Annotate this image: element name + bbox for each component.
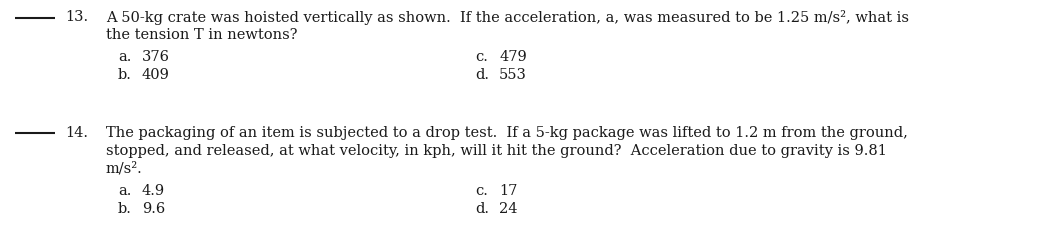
Text: d.: d. bbox=[475, 202, 489, 216]
Text: 409: 409 bbox=[142, 68, 170, 82]
Text: stopped, and released, at what velocity, in kph, will it hit the ground?  Accele: stopped, and released, at what velocity,… bbox=[106, 144, 887, 158]
Text: 479: 479 bbox=[499, 50, 527, 64]
Text: b.: b. bbox=[118, 202, 132, 216]
Text: A 50-kg crate was hoisted vertically as shown.  If the acceleration, a, was meas: A 50-kg crate was hoisted vertically as … bbox=[106, 10, 909, 25]
Text: d.: d. bbox=[475, 68, 489, 82]
Text: 14.: 14. bbox=[65, 126, 88, 140]
Text: c.: c. bbox=[475, 50, 488, 64]
Text: 9.6: 9.6 bbox=[142, 202, 166, 216]
Text: 376: 376 bbox=[142, 50, 170, 64]
Text: m/s².: m/s². bbox=[106, 162, 143, 176]
Text: a.: a. bbox=[118, 184, 131, 198]
Text: 24: 24 bbox=[499, 202, 518, 216]
Text: b.: b. bbox=[118, 68, 132, 82]
Text: a.: a. bbox=[118, 50, 131, 64]
Text: 553: 553 bbox=[499, 68, 527, 82]
Text: 17: 17 bbox=[499, 184, 518, 198]
Text: The packaging of an item is subjected to a drop test.  If a 5-kg package was lif: The packaging of an item is subjected to… bbox=[106, 126, 908, 140]
Text: 4.9: 4.9 bbox=[142, 184, 165, 198]
Text: the tension T in newtons?: the tension T in newtons? bbox=[106, 28, 298, 42]
Text: 13.: 13. bbox=[65, 10, 89, 24]
Text: c.: c. bbox=[475, 184, 488, 198]
